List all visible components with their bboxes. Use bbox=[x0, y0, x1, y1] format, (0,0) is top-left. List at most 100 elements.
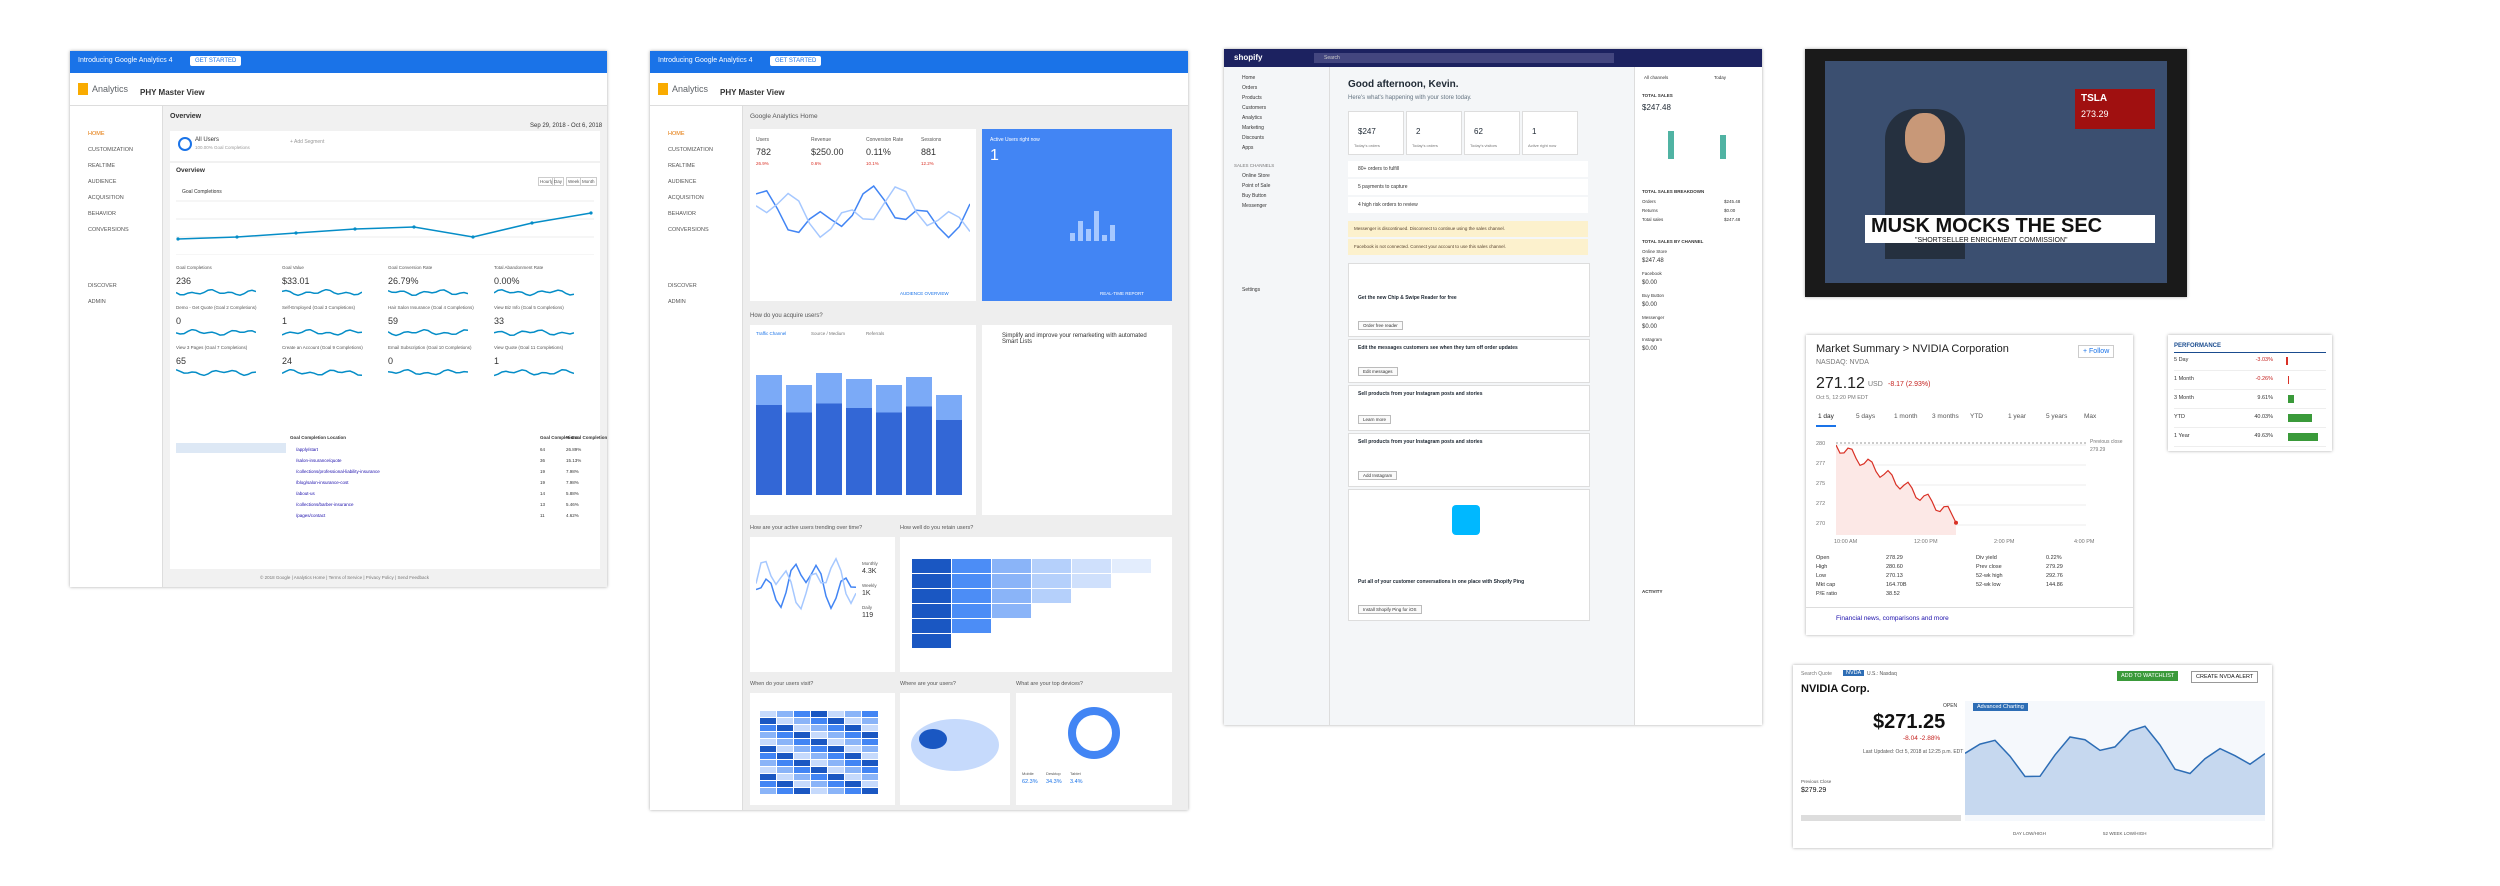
watchlist[interactable]: ADD TO WATCHLIST bbox=[2117, 671, 2179, 681]
device-value: 34.3% bbox=[1046, 779, 1062, 785]
shopify-dashboard: shopify Search Home Orders Products Customers… bbox=[1224, 49, 1762, 725]
charting[interactable]: Advanced Charting bbox=[1973, 703, 2028, 711]
nav-item[interactable]: Customers bbox=[1242, 105, 1267, 111]
nav-item[interactable]: Analytics bbox=[1242, 115, 1263, 121]
alert[interactable]: CREATE NVDA ALERT bbox=[2191, 671, 2259, 683]
breakdown-cell: $247.48 bbox=[1724, 217, 1741, 222]
notice-text: Messenger is discontinued. Disconnect to… bbox=[1354, 226, 1505, 231]
range-tab[interactable]: 1 day bbox=[1818, 413, 1834, 420]
nav-item[interactable]: Discounts bbox=[1242, 135, 1264, 141]
link[interactable]: REAL-TIME REPORT bbox=[1100, 291, 1144, 296]
range-tab[interactable]: 5 days bbox=[1856, 413, 1876, 420]
range-tab[interactable]: 1 year bbox=[2008, 413, 2027, 420]
table-cell: 4.62% bbox=[566, 513, 579, 518]
bar bbox=[756, 375, 782, 405]
market: U.S.: Nasdaq bbox=[1867, 671, 1897, 677]
kpi-card bbox=[750, 129, 976, 301]
metric-label: Self-Employed (Goal 3 Completions) bbox=[282, 305, 356, 310]
card-button[interactable]: Install Shopify Ping for iOS bbox=[1358, 605, 1422, 614]
range-tab[interactable]: 1 month bbox=[1894, 413, 1918, 420]
metric-label: Email Subscription (Goal 10 Completions) bbox=[388, 345, 472, 350]
channel[interactable]: Online Store bbox=[1242, 173, 1270, 179]
heat-cell bbox=[760, 788, 776, 794]
graphic bbox=[282, 329, 362, 336]
nav-item[interactable]: ACQUISITION bbox=[88, 195, 124, 201]
nav-item[interactable]: ADMIN bbox=[668, 299, 686, 305]
card-title: Get the new Chip & Swipe Reader for free bbox=[1358, 295, 1457, 301]
task[interactable]: 4 high risk orders to review bbox=[1358, 202, 1418, 208]
table-cell: 19 bbox=[540, 480, 546, 485]
range-tab[interactable]: 5 years bbox=[2046, 413, 2068, 420]
nav-item[interactable]: CONVERSIONS bbox=[668, 227, 709, 233]
period-button[interactable]: Day bbox=[552, 177, 565, 186]
heat-cell bbox=[811, 760, 827, 766]
banner-button[interactable]: GET STARTED bbox=[770, 56, 822, 66]
channel[interactable]: Buy Button bbox=[1242, 193, 1267, 199]
channel[interactable]: Point of Sale bbox=[1242, 183, 1271, 189]
date-range: Sep 29, 2018 - Oct 6, 2018 bbox=[530, 123, 603, 129]
nav-item[interactable]: CONVERSIONS bbox=[88, 227, 129, 233]
nav-item[interactable]: ACQUISITION bbox=[668, 195, 704, 201]
card-button[interactable]: Learn more bbox=[1358, 415, 1392, 424]
filter[interactable]: All channels bbox=[1644, 75, 1669, 80]
tab[interactable]: Referrals bbox=[866, 331, 885, 336]
name: NVIDIA Corp. bbox=[1801, 683, 1870, 695]
tab[interactable]: Source / Medium bbox=[811, 331, 846, 336]
nav-item[interactable]: DISCOVER bbox=[88, 283, 117, 289]
task[interactable]: 80+ orders to fulfill bbox=[1358, 166, 1399, 172]
settings[interactable]: Settings bbox=[1242, 287, 1261, 293]
table-cell: 13 bbox=[540, 502, 546, 507]
nav-item[interactable]: REALTIME bbox=[88, 163, 116, 169]
table-cell: /blog/salon-insurance-cost bbox=[296, 480, 349, 485]
point bbox=[589, 211, 593, 215]
filter[interactable]: Today bbox=[1714, 75, 1727, 80]
card-button[interactable]: Edit messages bbox=[1358, 367, 1398, 376]
nav-item[interactable]: ADMIN bbox=[88, 299, 106, 305]
bar bbox=[1720, 135, 1726, 159]
nav-item[interactable]: HOME bbox=[88, 131, 105, 137]
card-title: Put all of your customer conversations i… bbox=[1358, 579, 1525, 585]
task[interactable]: 5 payments to capture bbox=[1358, 184, 1408, 190]
nav-item[interactable]: BEHAVIOR bbox=[88, 211, 117, 217]
prev-close: 279.29 bbox=[2090, 447, 2106, 453]
nav-item[interactable]: Home bbox=[1242, 75, 1256, 81]
nav-item[interactable]: Products bbox=[1242, 95, 1262, 101]
graphic bbox=[494, 289, 574, 297]
breakdown-cell: $245.48 bbox=[1724, 199, 1741, 204]
nav-item[interactable]: AUDIENCE bbox=[668, 179, 697, 185]
nav-item[interactable]: HOME bbox=[668, 131, 685, 137]
card-button[interactable]: Add Instagram bbox=[1358, 471, 1398, 480]
stat-value: $247 bbox=[1358, 127, 1376, 136]
link[interactable]: AUDIENCE OVERVIEW bbox=[900, 291, 949, 296]
device-value: 3.4% bbox=[1070, 779, 1083, 785]
table-cell: /about-us bbox=[296, 491, 315, 496]
period-button[interactable]: Month bbox=[580, 177, 597, 186]
nav-item[interactable]: Marketing bbox=[1242, 125, 1264, 131]
channel-cell: $0.00 bbox=[1642, 280, 1658, 286]
nav-item[interactable]: REALTIME bbox=[668, 163, 696, 169]
tab[interactable]: Traffic Channel bbox=[756, 331, 787, 336]
nav-item[interactable]: BEHAVIOR bbox=[668, 211, 697, 217]
heat-cell bbox=[862, 718, 878, 724]
range-tab[interactable]: 3 months bbox=[1932, 413, 1959, 420]
nav-item[interactable]: Orders bbox=[1242, 85, 1258, 91]
nav-item[interactable]: Apps bbox=[1242, 145, 1254, 151]
nav-item[interactable]: CUSTOMIZATION bbox=[88, 147, 134, 153]
period-button[interactable]: Hourly bbox=[538, 177, 556, 186]
more[interactable]: Financial news, comparisons and more bbox=[1836, 615, 1949, 622]
range-tab[interactable]: YTD bbox=[1970, 413, 1983, 420]
nav-item[interactable]: CUSTOMIZATION bbox=[668, 147, 714, 153]
nav-item[interactable]: DISCOVER bbox=[668, 283, 697, 289]
channel[interactable]: Messenger bbox=[1242, 203, 1267, 209]
sidebar bbox=[650, 106, 743, 810]
add-segment[interactable]: + Add Segment bbox=[290, 139, 325, 145]
follow[interactable]: + Follow bbox=[2078, 345, 2115, 358]
nav-item[interactable]: AUDIENCE bbox=[88, 179, 117, 185]
card-button[interactable]: Order free reader bbox=[1358, 321, 1403, 330]
range-tab[interactable]: Max bbox=[2084, 413, 2097, 420]
heat-cell bbox=[862, 760, 878, 766]
banner-button[interactable]: GET STARTED bbox=[190, 56, 242, 66]
line bbox=[756, 556, 856, 611]
cohort-cell bbox=[992, 559, 1031, 573]
graphic bbox=[756, 556, 856, 611]
